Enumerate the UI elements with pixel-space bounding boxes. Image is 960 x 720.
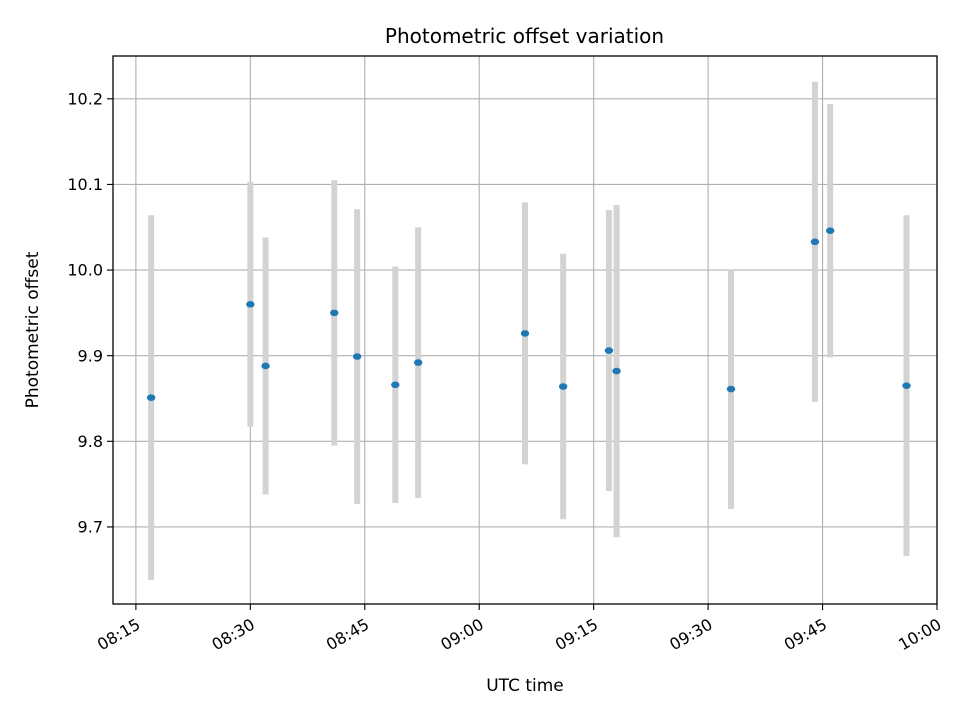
y-tick-label: 10.0: [67, 261, 103, 280]
data-point: [825, 227, 835, 234]
data-point: [612, 367, 621, 375]
data-point: [330, 309, 339, 317]
data-point: [520, 330, 530, 337]
plot-frame: [112, 55, 938, 605]
data-point: [902, 382, 911, 389]
data-point: [391, 381, 400, 389]
y-tick-label: 10.2: [67, 89, 103, 108]
data-point: [261, 362, 270, 370]
y-tick-label: 9.7: [78, 518, 103, 537]
data-points: [146, 227, 911, 401]
data-point: [726, 385, 736, 393]
data-point: [604, 347, 614, 354]
data-point: [558, 383, 568, 390]
y-axis-title: Photometric offset: [23, 251, 43, 408]
data-point: [413, 359, 423, 366]
y-tick-label: 9.9: [78, 346, 103, 365]
data-point: [146, 394, 156, 401]
y-tick-label: 10.1: [67, 175, 103, 194]
chart-title: Photometric offset variation: [385, 24, 664, 48]
x-axis-title: UTC time: [486, 676, 564, 696]
data-point: [810, 238, 820, 246]
data-point: [246, 301, 255, 308]
y-tick-label: 9.8: [78, 432, 103, 451]
data-point: [352, 353, 362, 360]
